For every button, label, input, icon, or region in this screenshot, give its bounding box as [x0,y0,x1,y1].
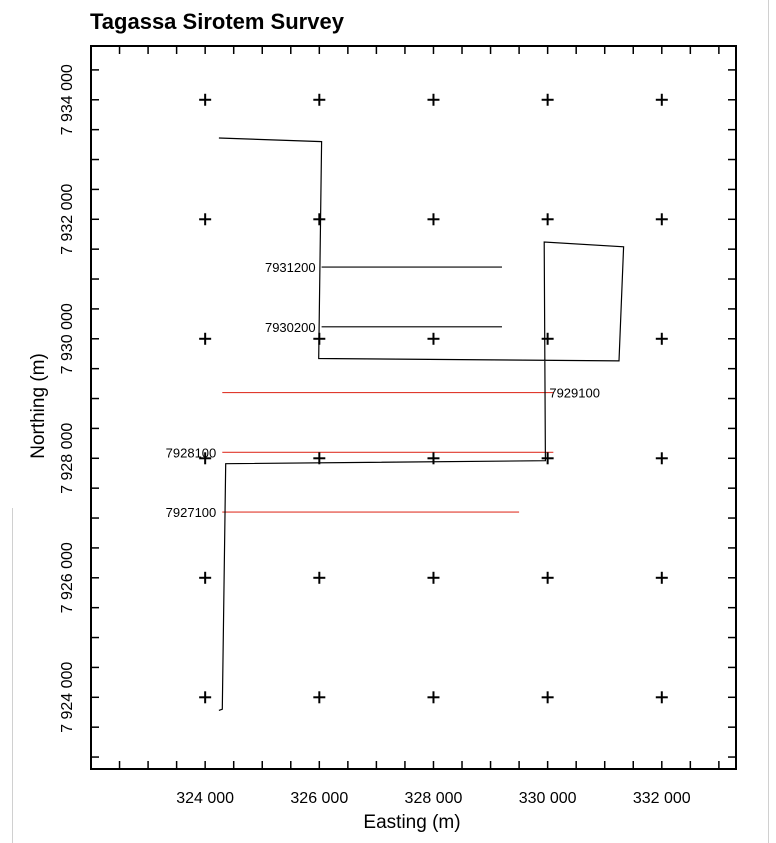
grid-cross [199,332,212,345]
grid-cross [427,93,440,106]
survey-line-label: 7931200 [265,260,316,275]
y-tick-label: 7 934 000 [59,64,76,135]
x-axis-label: Easting (m) [363,812,460,833]
grid-cross [541,93,554,106]
y-tick-label: 7 926 000 [59,542,76,613]
y-tick-label: 7 924 000 [59,662,76,733]
right-frame-edge [768,0,769,843]
survey-line-label: 7928100 [166,445,217,460]
grid-cross [541,213,554,226]
grid-cross [313,691,326,704]
grid-cross [427,332,440,345]
grid-cross [427,691,440,704]
grid-cross [541,691,554,704]
survey-boundary [218,137,625,711]
y-tick-label: 7 932 000 [59,184,76,255]
grid-crosses-layer [199,93,668,704]
y-tick-label: 7 930 000 [59,303,76,374]
grid-cross [313,213,326,226]
grid-cross [199,571,212,584]
grid-cross [313,93,326,106]
x-tick-label: 324 000 [176,790,234,807]
x-tick-label: 330 000 [519,790,577,807]
grid-cross [541,452,554,465]
grid-cross [655,93,668,106]
grid-cross [427,571,440,584]
grid-cross [199,93,212,106]
plot-frame [90,45,737,770]
grid-cross [541,332,554,345]
grid-cross [199,691,212,704]
grid-cross [427,213,440,226]
y-tick-label: 7 928 000 [59,423,76,494]
grid-cross [655,452,668,465]
survey-lines-layer [222,266,554,513]
axes-layer: 324 000 326 000 328 000 330 000 332 000 7 924… [59,45,737,807]
text-layer: Tagassa Sirotem Survey Easting (m) North… [28,9,600,833]
survey-line-label: 7927100 [166,505,217,520]
grid-cross [199,452,212,465]
grid-cross [655,571,668,584]
chart-title: Tagassa Sirotem Survey [90,9,345,34]
x-tick-label: 332 000 [633,790,691,807]
grid-cross [199,213,212,226]
grid-cross [655,213,668,226]
x-tick-label: 326 000 [290,790,348,807]
grid-cross [313,571,326,584]
grid-cross [655,691,668,704]
y-axis-label: Northing (m) [28,353,49,459]
left-frame-edge [12,508,13,843]
survey-boundary-layer [218,137,625,711]
grid-cross [541,571,554,584]
survey-line-label: 7930200 [265,320,316,335]
grid-cross [427,452,440,465]
survey-line-label: 7929100 [549,386,600,401]
grid-cross [655,332,668,345]
x-tick-label: 328 000 [405,790,463,807]
